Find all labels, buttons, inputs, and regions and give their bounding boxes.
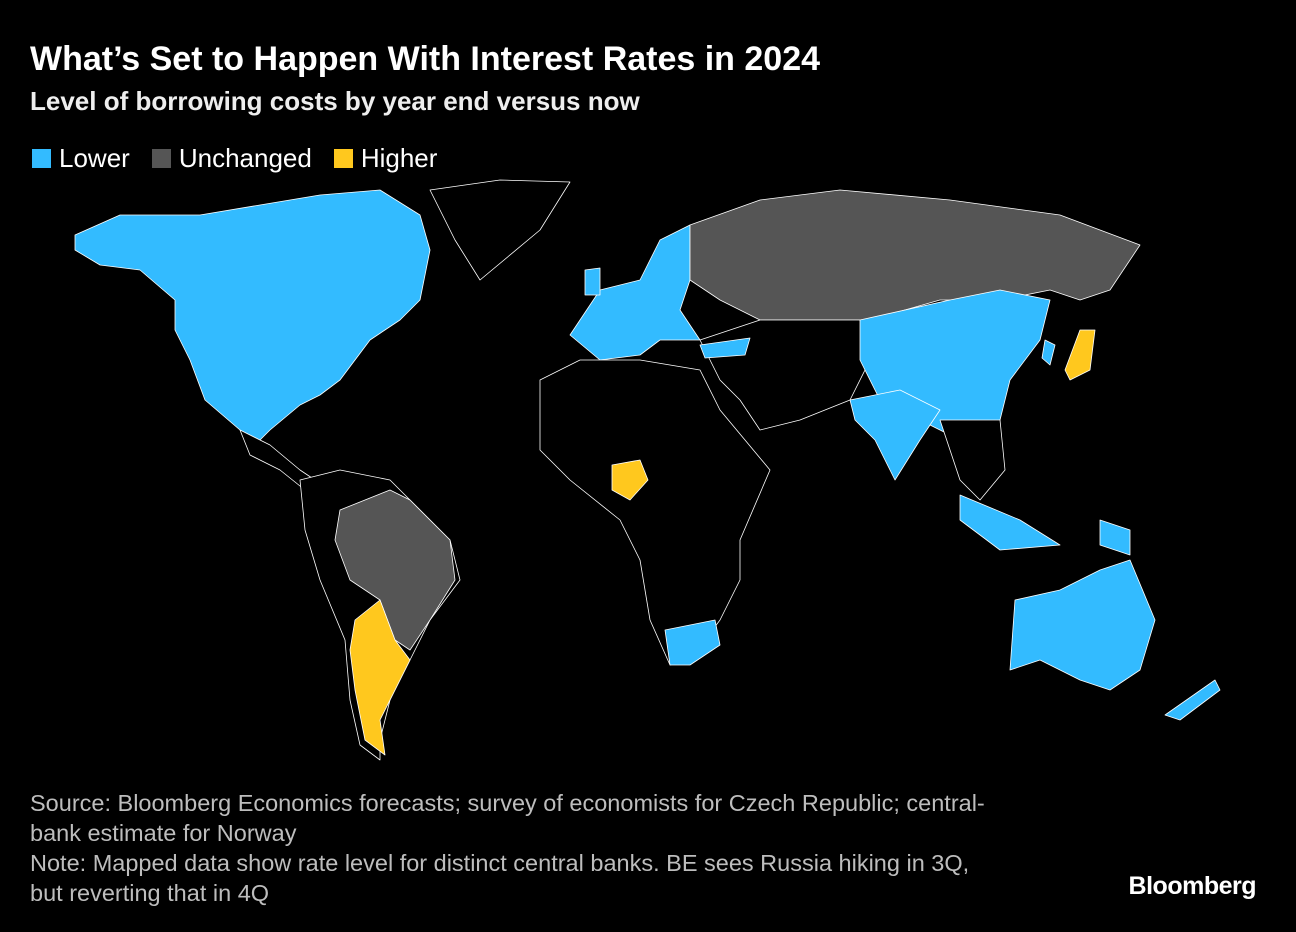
legend-item: Unchanged [151, 143, 312, 174]
source: Source: Bloomberg Economics forecasts; s… [30, 790, 985, 846]
africa [539, 359, 771, 666]
legend: Lower Unchanged Higher [32, 143, 437, 174]
japan [1064, 329, 1096, 381]
korea [1041, 339, 1056, 366]
brazil [334, 489, 456, 651]
subtitle: Level of borrowing costs by year end ver… [30, 86, 640, 116]
south-africa [664, 619, 721, 666]
australia [1009, 559, 1156, 691]
argentina [349, 599, 411, 756]
world-map [74, 179, 1221, 761]
russia [689, 189, 1141, 321]
turkey [699, 337, 751, 359]
greenland [429, 179, 571, 281]
legend-swatch [333, 149, 353, 168]
indonesia [959, 494, 1061, 551]
uk [584, 267, 601, 296]
note: Note: Mapped data show rate level for di… [30, 850, 970, 906]
middle-east [699, 319, 871, 431]
legend-swatch [151, 149, 171, 168]
southeast-asia [939, 419, 1006, 501]
new-zealand [1164, 679, 1221, 721]
legend-label: Unchanged [178, 143, 312, 173]
legend-item: Higher [333, 143, 438, 174]
legend-label: Lower [59, 143, 130, 173]
nigeria [611, 459, 649, 501]
brand: Bloomberg [1128, 872, 1257, 900]
legend-label: Higher [360, 143, 438, 173]
europe [569, 224, 701, 361]
footer: Source: Bloomberg Economics forecasts; s… [30, 788, 990, 908]
india [849, 389, 941, 481]
north-america [74, 189, 431, 446]
legend-item: Lower [32, 143, 130, 174]
legend-swatch [32, 149, 51, 168]
new-guinea [1099, 519, 1131, 556]
title: What’s Set to Happen With Interest Rates… [30, 40, 821, 78]
